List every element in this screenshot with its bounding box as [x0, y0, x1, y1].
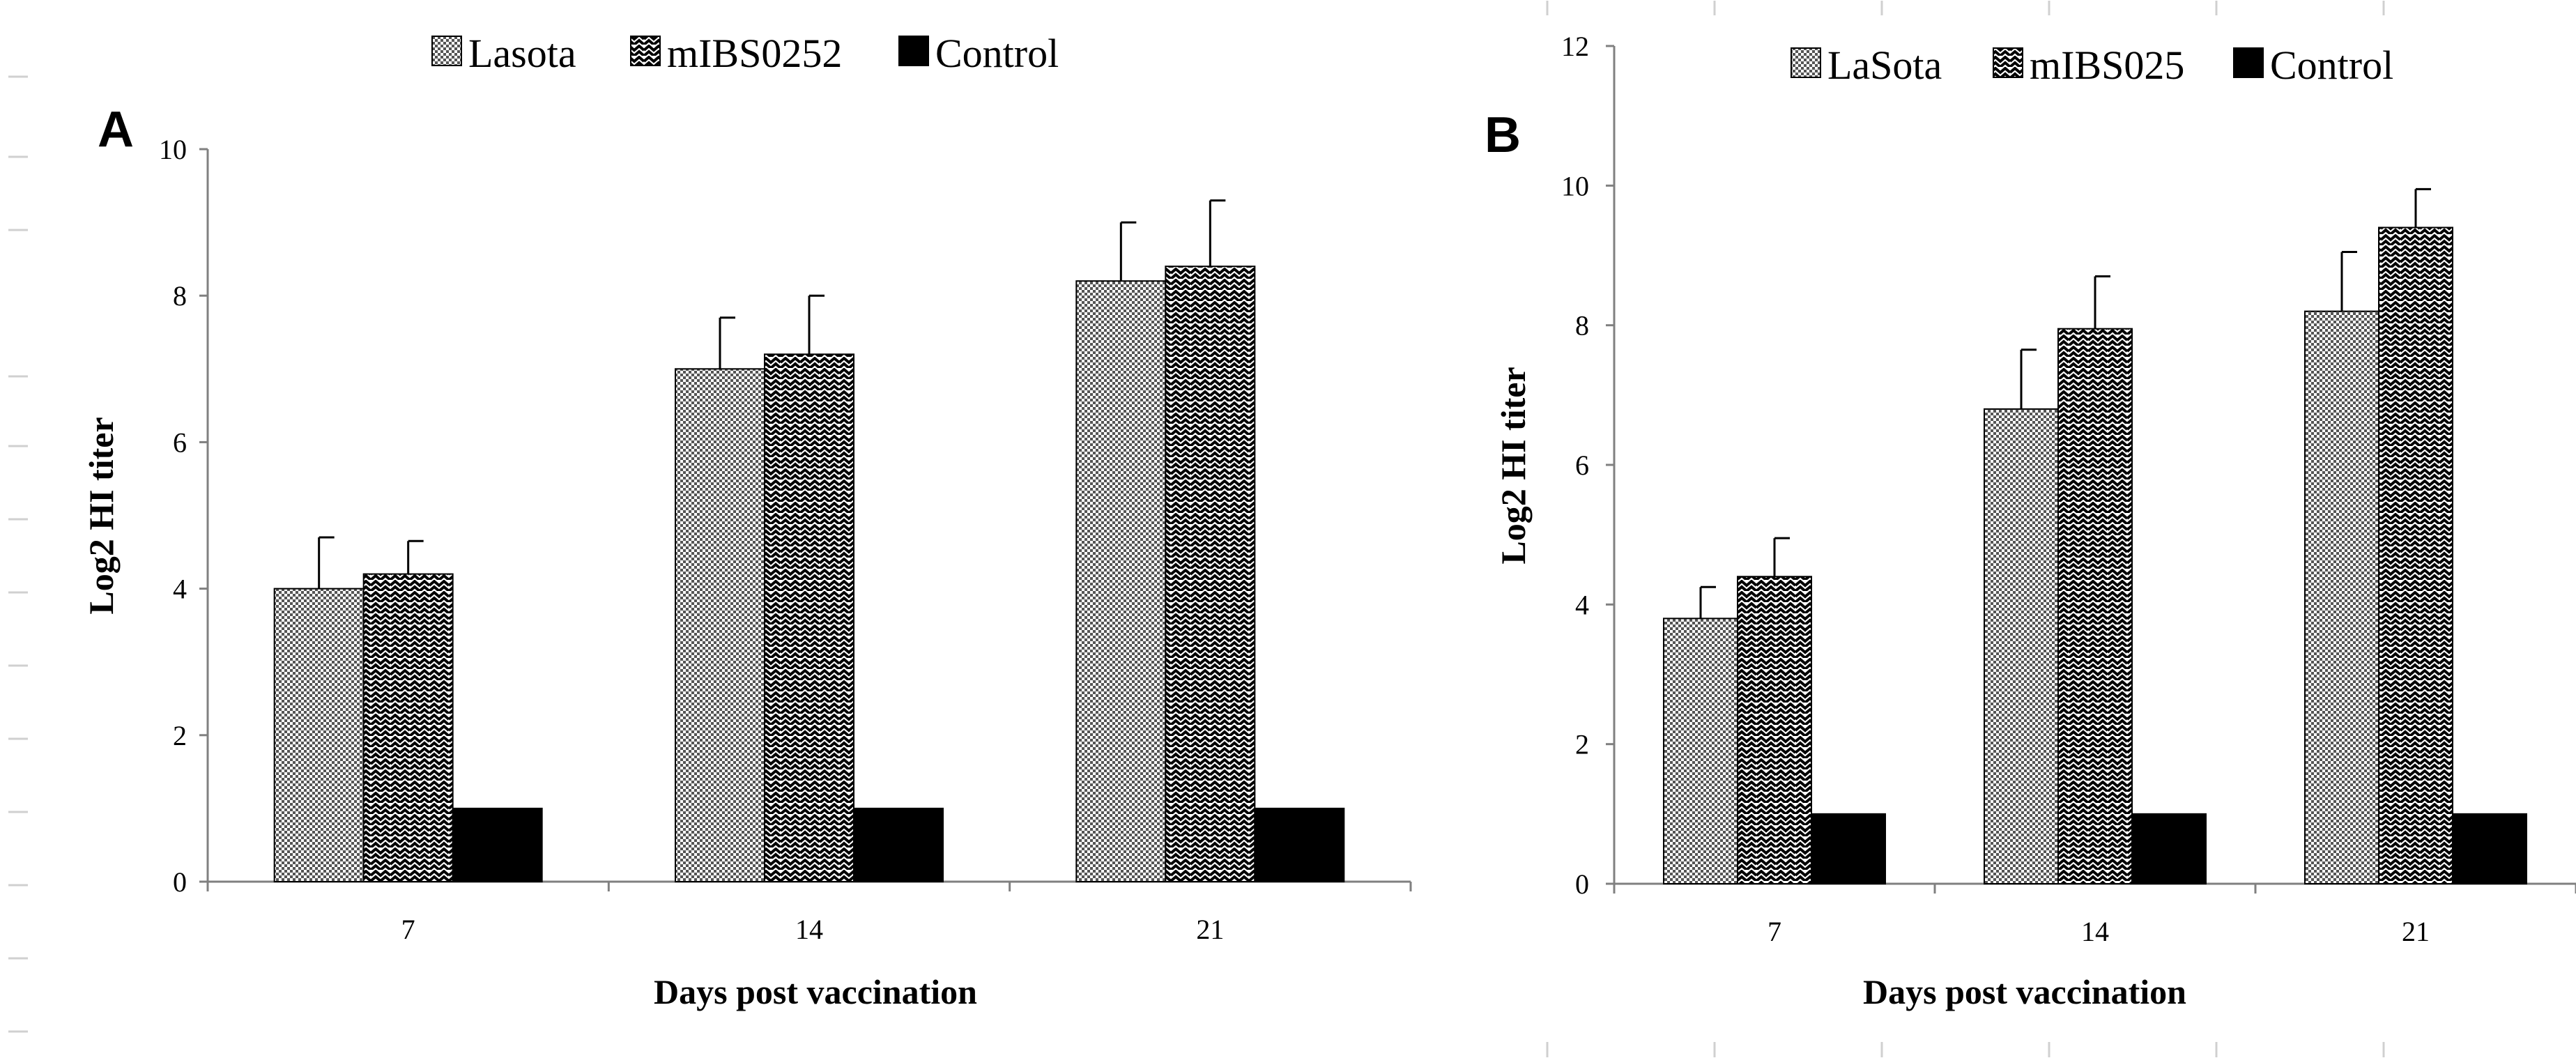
y-tick-label: 0	[173, 866, 187, 898]
bar-mibs0252	[362, 573, 454, 883]
legend-label: Control	[935, 31, 1059, 76]
panel-label: B	[1485, 107, 1521, 163]
bar-control	[452, 807, 543, 883]
y-tick-label: 2	[1575, 729, 1589, 760]
chart-panel-b: 0 2 4 6 8 10 12 7 14 21 LaSota mIBS025 Control B Log2 …	[1485, 31, 2576, 1011]
x-tick-label: 14	[795, 914, 823, 945]
legend-label: mIBS0252	[667, 31, 842, 76]
bar-mibs025	[2378, 227, 2453, 884]
bar-control	[2131, 813, 2207, 885]
y-tick-label: 2	[173, 720, 187, 751]
y-tick-label: 8	[1575, 310, 1589, 342]
legend-swatch	[898, 36, 929, 66]
y-tick-label: 4	[1575, 589, 1589, 620]
legend-label: Lasota	[468, 31, 576, 76]
y-tick-label: 10	[1561, 170, 1589, 201]
y-tick-label: 0	[1575, 868, 1589, 900]
y-tick-label: 10	[159, 134, 187, 165]
x-tick-label: 7	[401, 914, 415, 945]
bar-lasota	[1075, 280, 1167, 882]
legend-swatch	[1791, 47, 1821, 78]
bar-mibs0252	[1165, 266, 1256, 883]
bar-lasota	[1984, 408, 2059, 884]
bar-control	[1254, 807, 1345, 883]
y-tick-label: 4	[173, 574, 187, 605]
y-tick-label: 6	[173, 427, 187, 458]
bar-lasota	[2304, 310, 2379, 884]
x-axis-title: Days post vaccination	[1863, 972, 2186, 1011]
x-tick-label: 21	[1196, 914, 1224, 945]
y-axis-title: Log2 HI titer	[82, 417, 121, 614]
y-tick-label: 8	[173, 280, 187, 312]
legend-swatch	[1993, 47, 2023, 78]
y-axis-title: Log2 HI titer	[1494, 367, 1533, 564]
bar-mibs025	[2057, 328, 2133, 884]
bar-control	[1811, 813, 1886, 885]
legend-label: Control	[2270, 43, 2393, 88]
bar-control	[2452, 813, 2527, 885]
x-tick-label: 7	[1768, 916, 1781, 947]
bar-lasota	[273, 588, 365, 882]
legend-swatch	[2233, 47, 2264, 78]
panel-label: A	[98, 102, 134, 158]
legend-label: LaSota	[1827, 43, 1942, 88]
bar-control	[853, 807, 944, 883]
chart-panel-a: 0 2 4 6 8 10 7 14 21 Lasota mIBS0252 Control A Log2 H…	[82, 31, 1412, 1011]
x-axis-title: Days post vaccination	[654, 972, 977, 1011]
bar-mibs0252	[764, 353, 854, 882]
legend-label: mIBS025	[2030, 43, 2184, 88]
y-tick-label: 6	[1575, 450, 1589, 481]
bar-mibs025	[1737, 576, 1812, 884]
bar-lasota	[1663, 618, 1738, 884]
page-edge-marks	[8, 1, 2385, 1057]
x-tick-label: 21	[2402, 916, 2430, 947]
y-tick-label: 12	[1561, 31, 1589, 62]
x-tick-label: 14	[2081, 916, 2109, 947]
legend-swatch	[630, 36, 661, 66]
legend-swatch	[431, 36, 462, 66]
bar-lasota	[675, 368, 765, 882]
